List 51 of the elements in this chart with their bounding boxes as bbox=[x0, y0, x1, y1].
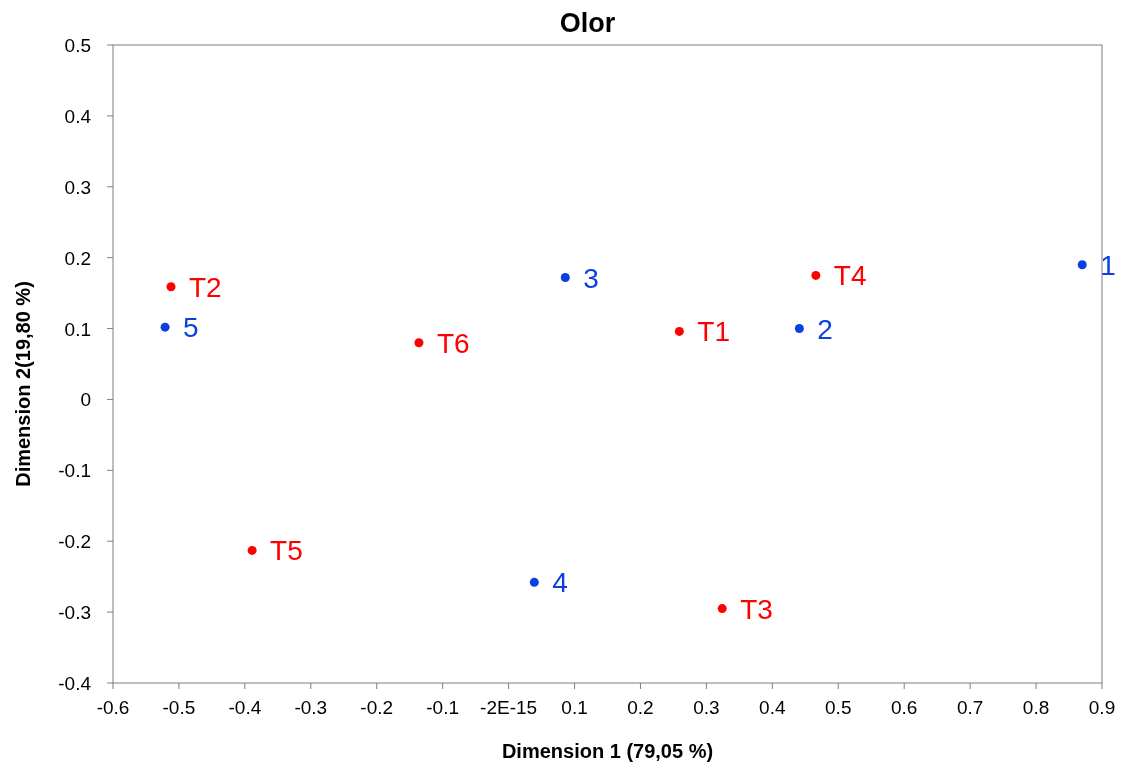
x-tick-label: -0.4 bbox=[228, 697, 262, 718]
x-tick-label: 0.1 bbox=[561, 697, 588, 718]
annotation: T5 bbox=[270, 535, 303, 567]
point bbox=[529, 577, 539, 587]
annotation: 3 bbox=[583, 262, 599, 294]
y-tick-label: -0.3 bbox=[58, 602, 91, 624]
y-tick-label: 0 bbox=[80, 389, 91, 411]
x-tick-label: 0.7 bbox=[956, 697, 984, 718]
annotation: T2 bbox=[189, 271, 222, 303]
annotation: T1 bbox=[697, 316, 731, 348]
point bbox=[1077, 260, 1087, 270]
point bbox=[166, 282, 176, 292]
y-axis-title: Dimension 2(19,80 %) bbox=[12, 281, 34, 487]
y-tick-label: -0.2 bbox=[58, 531, 91, 553]
point bbox=[560, 273, 570, 283]
chart-title: Olor bbox=[559, 8, 616, 38]
y-tick-label: 0.5 bbox=[64, 35, 91, 56]
point bbox=[160, 322, 170, 332]
point bbox=[794, 324, 804, 334]
x-axis-title: Dimension 1 (79,05 %) bbox=[501, 740, 714, 762]
annotation: T4 bbox=[833, 260, 867, 292]
point bbox=[414, 338, 424, 348]
x-tick-label: -0.2 bbox=[360, 697, 394, 718]
annotation: 5 bbox=[183, 312, 199, 344]
y-tick-label: -0.4 bbox=[58, 673, 92, 694]
point bbox=[811, 270, 821, 280]
annotation: 4 bbox=[552, 567, 568, 599]
x-tick-label: -0.5 bbox=[162, 697, 196, 718]
x-tick-label: 0.3 bbox=[693, 697, 720, 718]
x-tick-label: 0.9 bbox=[1088, 697, 1116, 718]
x-tick-label: 0.4 bbox=[759, 697, 786, 718]
y-tick-label: 0.4 bbox=[64, 105, 92, 127]
x-tick-label: -0.6 bbox=[96, 697, 130, 718]
x-tick-label: -0.3 bbox=[294, 697, 328, 718]
x-tick-label: -0.1 bbox=[426, 697, 460, 718]
annotation: 1 bbox=[1100, 249, 1116, 281]
annotation: T6 bbox=[436, 327, 470, 359]
point bbox=[674, 326, 684, 336]
point bbox=[247, 545, 257, 555]
annotation: 2 bbox=[817, 313, 833, 345]
point bbox=[717, 604, 727, 614]
x-tick-label: -2E-15 bbox=[480, 697, 538, 718]
x-tick-label: 0.2 bbox=[627, 697, 654, 718]
y-tick-label: 0.2 bbox=[64, 247, 91, 269]
y-tick-label: 0.3 bbox=[64, 176, 91, 198]
y-tick-label: 0.1 bbox=[64, 318, 91, 340]
x-tick-label: 0.8 bbox=[1022, 697, 1050, 718]
annotation: T3 bbox=[740, 593, 773, 625]
y-tick-label: -0.1 bbox=[58, 460, 91, 482]
x-tick-label: 0.6 bbox=[890, 697, 918, 718]
x-tick-label: 0.5 bbox=[825, 697, 852, 718]
